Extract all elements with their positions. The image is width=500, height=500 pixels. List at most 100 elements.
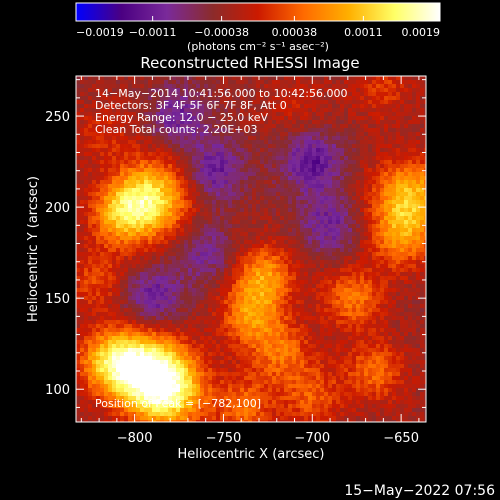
heatmap-cell xyxy=(200,120,205,125)
heatmap-cell xyxy=(240,288,245,293)
heatmap-cell xyxy=(140,252,145,257)
heatmap-cell xyxy=(156,228,161,233)
heatmap-cell xyxy=(308,112,313,117)
heatmap-cell xyxy=(244,112,249,117)
heatmap-cell xyxy=(420,80,425,85)
heatmap-cell xyxy=(84,192,89,197)
heatmap-cell xyxy=(236,264,241,269)
heatmap-cell xyxy=(204,268,209,273)
heatmap-cell xyxy=(412,88,417,93)
heatmap-cell xyxy=(312,92,317,97)
heatmap-cell xyxy=(236,260,241,265)
heatmap-cell xyxy=(108,252,113,257)
heatmap-cell xyxy=(280,148,285,153)
heatmap-cell xyxy=(304,296,309,301)
heatmap-cell xyxy=(212,240,217,245)
heatmap-cell xyxy=(408,256,413,261)
heatmap-cell xyxy=(320,184,325,189)
heatmap-cell xyxy=(104,116,109,121)
heatmap-cell xyxy=(136,300,141,305)
heatmap-cell xyxy=(76,224,81,229)
heatmap-cell xyxy=(320,276,325,281)
heatmap-cell xyxy=(128,144,133,149)
heatmap-cell xyxy=(228,188,233,193)
heatmap-cell xyxy=(132,292,137,297)
heatmap-cell xyxy=(392,136,397,141)
heatmap-cell xyxy=(132,120,137,125)
heatmap-cell xyxy=(116,76,121,81)
heatmap-cell xyxy=(84,156,89,161)
heatmap-cell xyxy=(336,148,341,153)
heatmap-cell xyxy=(304,136,309,141)
heatmap-cell xyxy=(168,104,173,109)
heatmap-cell xyxy=(168,256,173,261)
heatmap-cell xyxy=(116,292,121,297)
heatmap-cell xyxy=(352,80,357,85)
heatmap-cell xyxy=(100,232,105,237)
heatmap-cell xyxy=(332,136,337,141)
heatmap-cell xyxy=(204,220,209,225)
heatmap-cell xyxy=(232,232,237,237)
heatmap-cell xyxy=(88,200,93,205)
heatmap-cell xyxy=(300,208,305,213)
heatmap-cell xyxy=(188,232,193,237)
heatmap-cell xyxy=(228,252,233,257)
heatmap-cell xyxy=(180,204,185,209)
heatmap-cell xyxy=(296,232,301,237)
heatmap-cell xyxy=(184,280,189,285)
heatmap-cell xyxy=(332,264,337,269)
heatmap-cell xyxy=(92,128,97,133)
heatmap-cell xyxy=(156,136,161,141)
heatmap-cell xyxy=(152,164,157,169)
heatmap-cell xyxy=(376,84,381,89)
heatmap-cell xyxy=(88,272,93,277)
heatmap-cell xyxy=(224,240,229,245)
heatmap-cell xyxy=(360,80,365,85)
heatmap-cell xyxy=(288,96,293,101)
heatmap-cell xyxy=(356,84,361,89)
heatmap-cell xyxy=(172,104,177,109)
heatmap-cell xyxy=(392,92,397,97)
heatmap-cell xyxy=(360,256,365,261)
heatmap-cell xyxy=(104,148,109,153)
heatmap-cell xyxy=(324,176,329,181)
heatmap-cell xyxy=(200,192,205,197)
heatmap-cell xyxy=(232,228,237,233)
heatmap-cell xyxy=(328,228,333,233)
heatmap-cell xyxy=(184,240,189,245)
heatmap-cell xyxy=(216,260,221,265)
heatmap-cell xyxy=(360,152,365,157)
heatmap-cell xyxy=(296,252,301,257)
heatmap-cell xyxy=(424,128,426,133)
heatmap-cell xyxy=(104,184,109,189)
heatmap-cell xyxy=(384,156,389,161)
heatmap-cell xyxy=(336,236,341,241)
heatmap-cell xyxy=(296,140,301,145)
heatmap-cell xyxy=(332,124,337,129)
heatmap-cell xyxy=(92,100,97,105)
heatmap-cell xyxy=(388,292,393,297)
heatmap-cell xyxy=(272,172,277,177)
heatmap-cell xyxy=(172,76,177,81)
heatmap-cell xyxy=(372,264,377,269)
heatmap-cell xyxy=(132,112,137,117)
heatmap-cell xyxy=(268,88,273,93)
heatmap-cell xyxy=(236,228,241,233)
heatmap-cell xyxy=(180,196,185,201)
heatmap-cell xyxy=(292,180,297,185)
heatmap-cell xyxy=(388,160,393,165)
heatmap-cell xyxy=(256,264,261,269)
heatmap-cell xyxy=(224,224,229,229)
heatmap-cell xyxy=(80,200,85,205)
heatmap-cell xyxy=(408,232,413,237)
heatmap-cell xyxy=(156,112,161,117)
heatmap-cell xyxy=(384,112,389,117)
heatmap-cell xyxy=(324,144,329,149)
heatmap-cell xyxy=(212,264,217,269)
heatmap-cell xyxy=(352,156,357,161)
heatmap-cell xyxy=(164,164,169,169)
heatmap-cell xyxy=(316,244,321,249)
heatmap-cell xyxy=(136,88,141,93)
heatmap-cell xyxy=(212,124,217,129)
heatmap-cell xyxy=(204,192,209,197)
